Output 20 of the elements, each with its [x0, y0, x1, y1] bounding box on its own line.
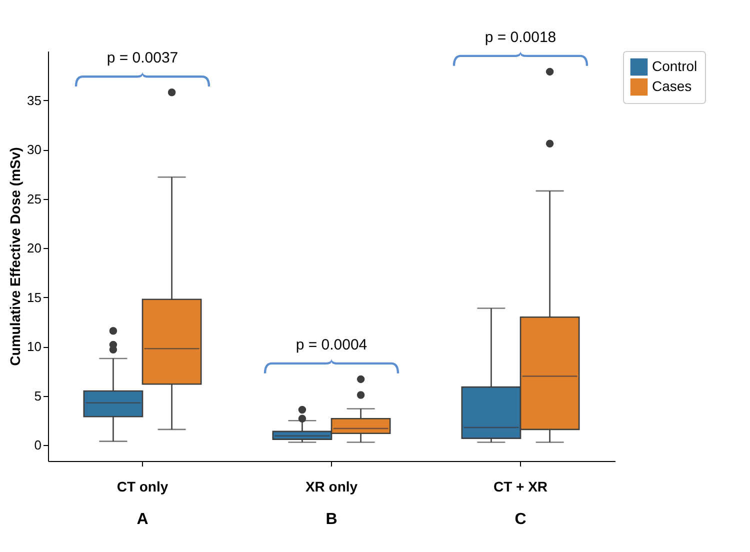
legend-label: Cases — [652, 78, 692, 94]
y-tick-label: 15 — [27, 290, 42, 305]
text: p = 0.0018 — [484, 28, 556, 46]
y-tick-label: 5 — [34, 388, 42, 404]
text: C — [514, 511, 527, 528]
legend-label: Control — [652, 58, 698, 74]
y-axis-title: Cumulative Effective Dose (mSv) — [7, 147, 24, 366]
text: A — [136, 511, 149, 528]
x-tick-label: CT only — [116, 478, 168, 494]
text: B — [326, 511, 338, 528]
y-tick-label: 10 — [27, 339, 42, 354]
x-tick-label: XR only — [305, 478, 358, 494]
y-tick-label: 25 — [27, 191, 42, 206]
annotation: p = 0.0037 — [106, 50, 178, 67]
y-tick-label: 0 — [34, 438, 42, 453]
x-tick-label: CT + XR — [493, 478, 548, 494]
y-tick-label: 20 — [27, 240, 42, 256]
y-tick-label: 35 — [27, 92, 42, 108]
annotation: p = 0.0004 — [296, 336, 368, 354]
y-tick-label: 30 — [27, 142, 42, 158]
